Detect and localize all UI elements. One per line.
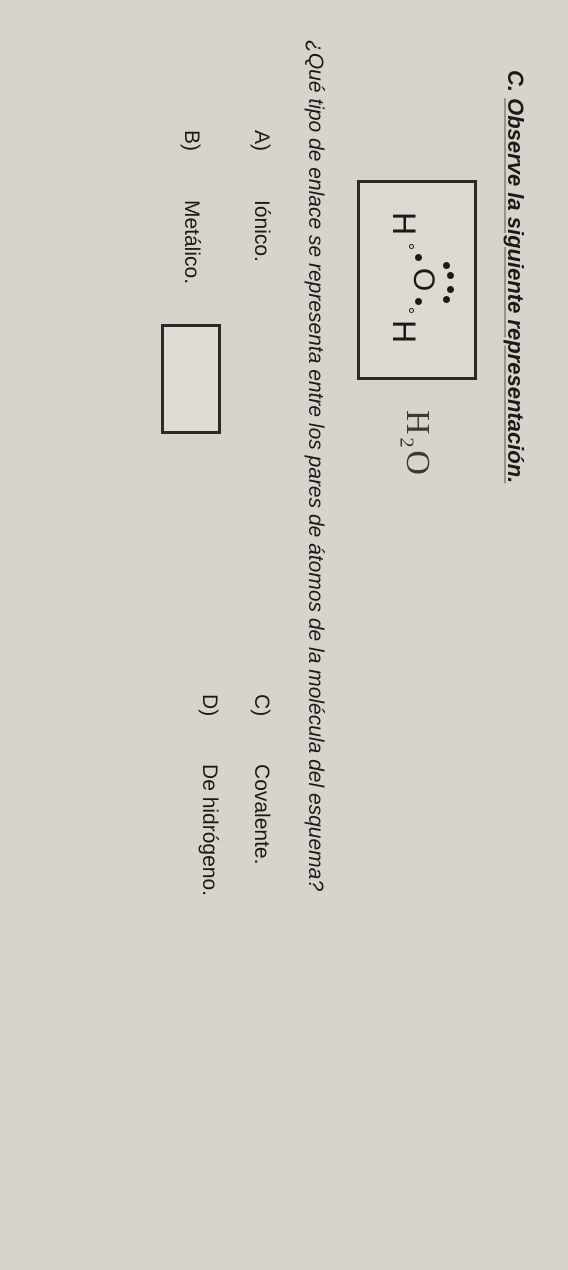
- diagram-row: H O H H₂O: [357, 180, 477, 1230]
- answer-box: [161, 324, 221, 434]
- option-b-letter: B): [179, 130, 203, 160]
- section-instruction: Observe la siguiente representación.: [503, 98, 528, 483]
- question-text: ¿Qué tipo de enlace se representa entre …: [303, 40, 327, 1230]
- section-header: C. Observe la siguiente representación.: [502, 40, 528, 1230]
- option-a-text: Iónico.: [249, 200, 273, 262]
- atom-h-left: H: [385, 212, 422, 235]
- options-col-left: A) Iónico. B) Metálico.: [161, 130, 273, 434]
- option-c-text: Covalente.: [249, 764, 273, 864]
- handwritten-annotation: H₂O: [398, 410, 436, 477]
- electron-dot: [447, 286, 454, 293]
- section-letter: C.: [503, 70, 528, 92]
- option-c-letter: C): [249, 694, 273, 724]
- electron-open-dot: [409, 308, 414, 313]
- options-col-right: C) Covalente. D) De hidrógeno.: [161, 694, 273, 896]
- option-d-text: De hidrógeno.: [197, 764, 221, 896]
- option-d-letter: D): [197, 694, 221, 724]
- option-a-letter: A): [249, 130, 273, 160]
- option-c: C) Covalente.: [249, 694, 273, 896]
- lewis-diagram-box: H O H: [357, 180, 477, 380]
- electron-dot: [415, 298, 422, 305]
- electron-dot: [443, 262, 450, 269]
- options-container: A) Iónico. B) Metálico. C) Covalente. D)…: [161, 40, 273, 1230]
- electron-open-dot: [409, 244, 414, 249]
- lewis-structure: H O H: [382, 210, 452, 350]
- atom-h-right: H: [385, 320, 422, 343]
- atom-o-center: O: [406, 268, 440, 291]
- option-b: B) Metálico.: [179, 130, 203, 284]
- electron-dot: [443, 296, 450, 303]
- option-a: A) Iónico.: [249, 130, 273, 434]
- electron-dot: [447, 272, 454, 279]
- electron-dot: [415, 254, 422, 261]
- option-b-text: Metálico.: [179, 200, 203, 284]
- option-d: D) De hidrógeno.: [197, 694, 221, 896]
